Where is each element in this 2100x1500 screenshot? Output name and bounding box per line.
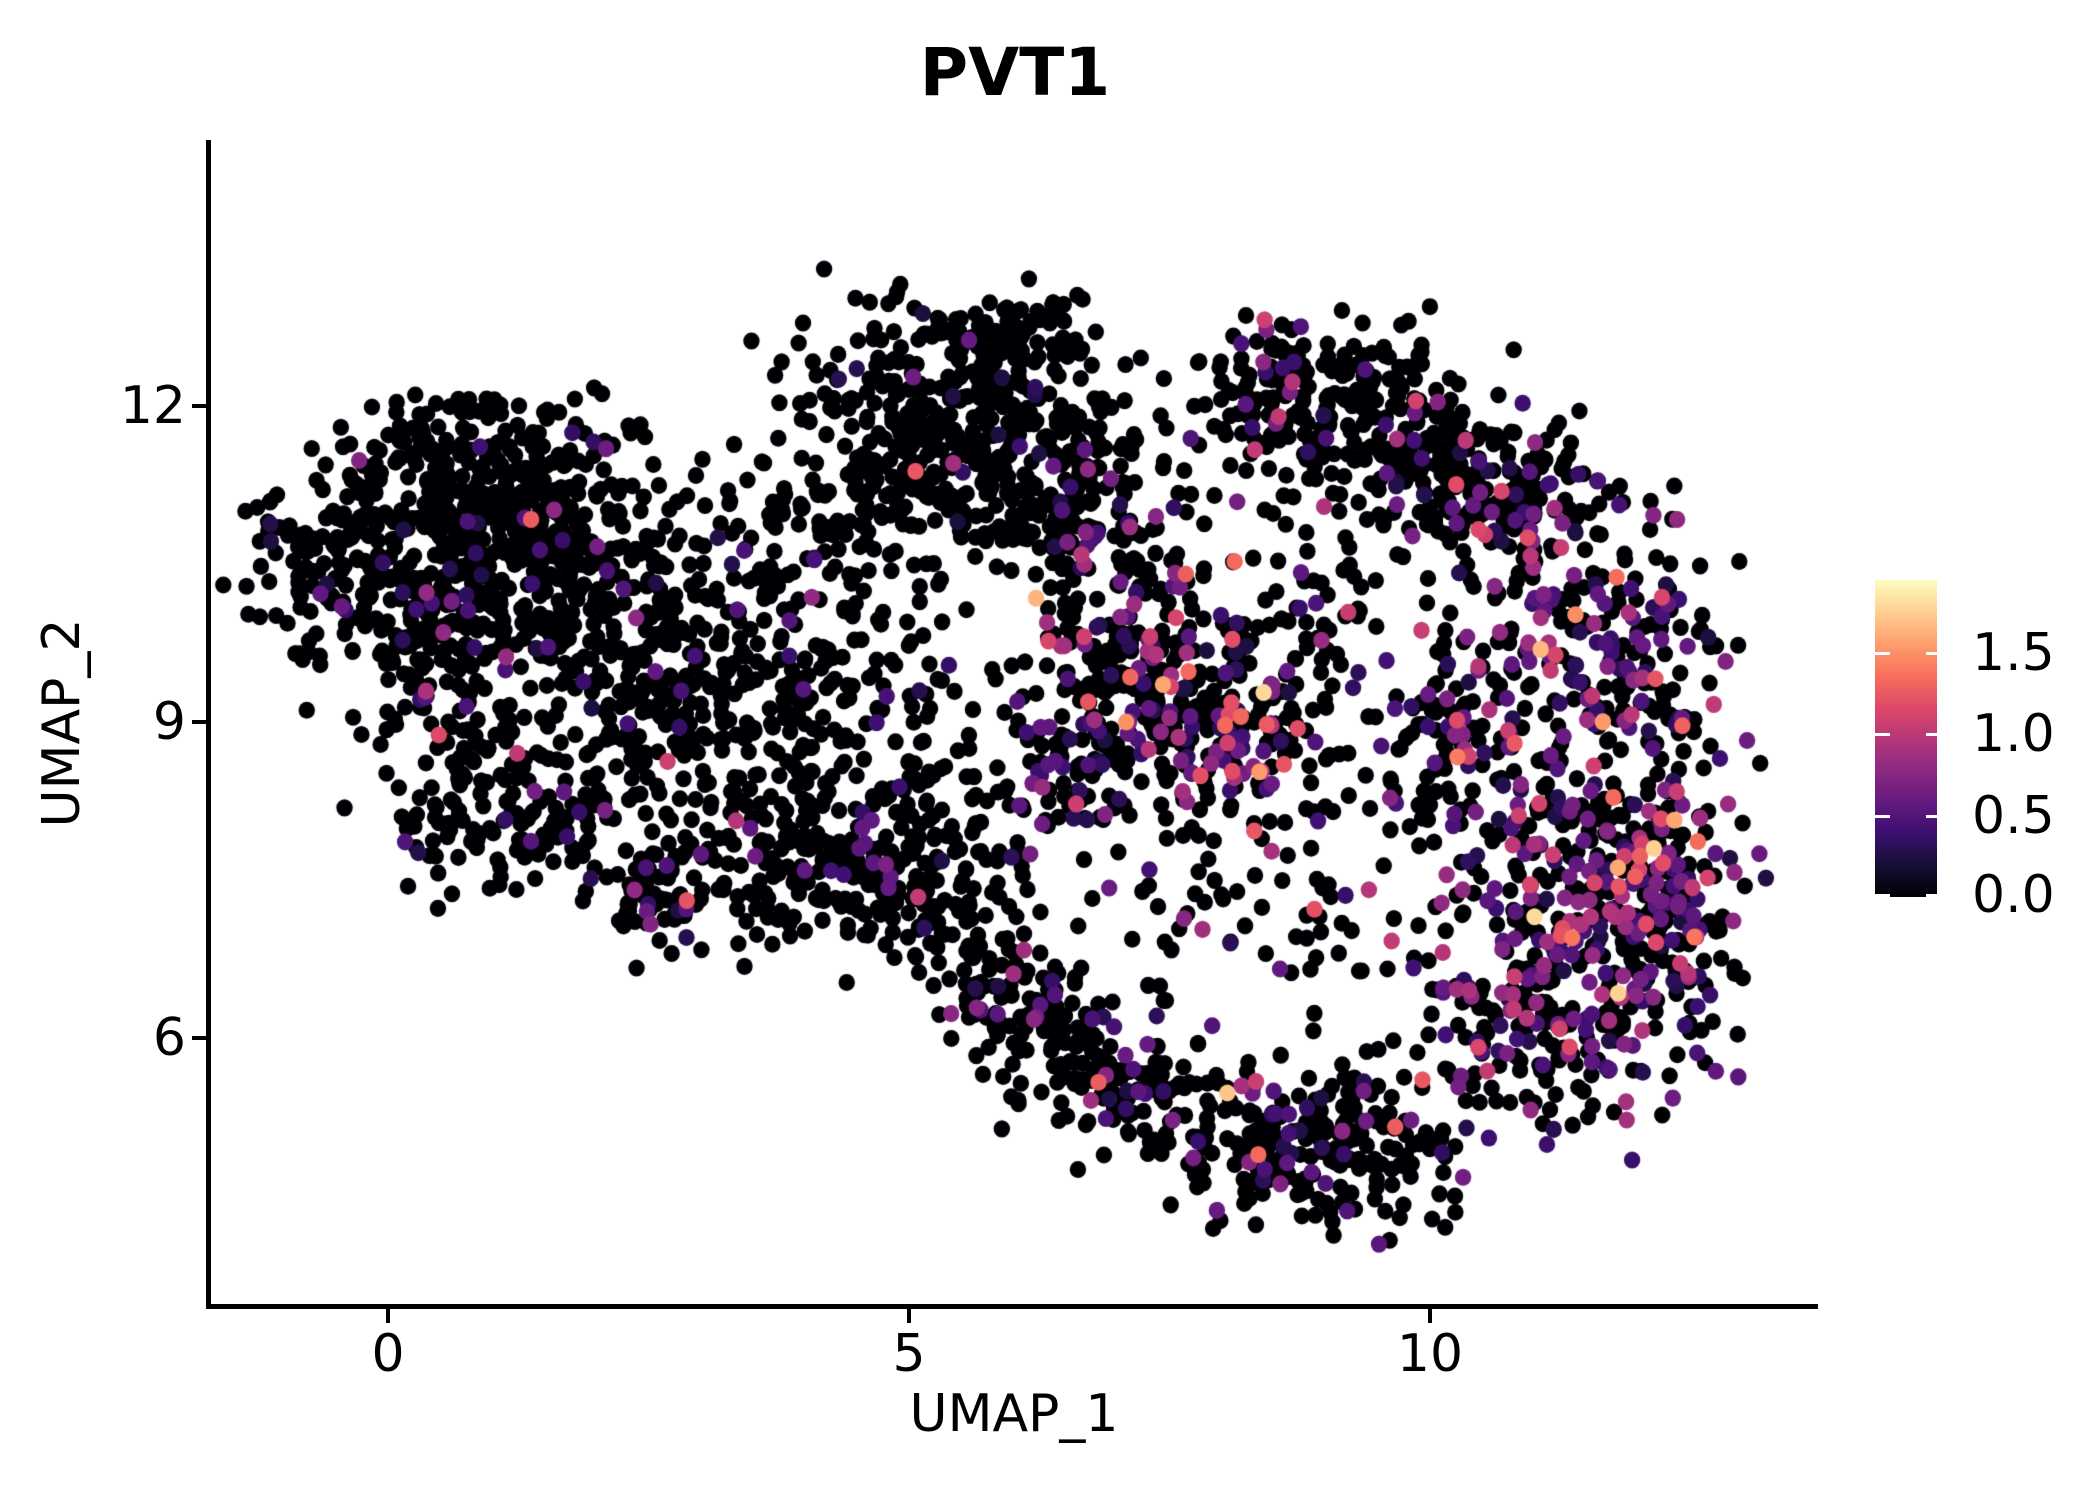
plot-title: PVT1	[919, 34, 1111, 111]
colorbar-gradient	[1875, 580, 1937, 897]
x-tick-label-10: 10	[1396, 1324, 1464, 1384]
x-axis-title: UMAP_1	[909, 1384, 1119, 1444]
x-tick-mark-5	[907, 1309, 911, 1323]
colorbar-tick-left-0.5	[1875, 814, 1890, 818]
colorbar-label-1.0: 1.0	[1972, 704, 2055, 765]
colorbar-tick-left-1.0	[1875, 733, 1890, 737]
colorbar-label-0.5: 0.5	[1972, 785, 2055, 846]
x-tick-mark-10	[1428, 1309, 1432, 1323]
y-tick-label-9: 9	[152, 692, 186, 753]
colorbar-tick-left-0.0	[1875, 894, 1890, 897]
colorbar-legend	[1875, 580, 1937, 897]
x-tick-label-5: 5	[892, 1324, 926, 1384]
x-tick-label-0: 0	[371, 1324, 405, 1384]
y-axis-line	[206, 140, 211, 1309]
y-tick-mark-9	[192, 720, 206, 725]
y-tick-label-12: 12	[119, 376, 186, 437]
colorbar-tick-right-1.0	[1926, 733, 1937, 737]
y-tick-label-6: 6	[152, 1008, 186, 1068]
colorbar-tick-right-0.5	[1926, 814, 1937, 818]
colorbar-tick-right-0.0	[1926, 894, 1937, 897]
y-tick-mark-12	[192, 404, 206, 409]
colorbar-label-1.5: 1.5	[1972, 623, 2055, 684]
y-tick-mark-6	[192, 1036, 206, 1040]
colorbar-label-0.0: 0.0	[1972, 865, 2055, 925]
x-tick-mark-0	[386, 1309, 390, 1323]
colorbar-tick-left-1.5	[1875, 652, 1890, 656]
colorbar-tick-right-1.5	[1926, 652, 1937, 656]
x-axis-line	[206, 1304, 1818, 1309]
